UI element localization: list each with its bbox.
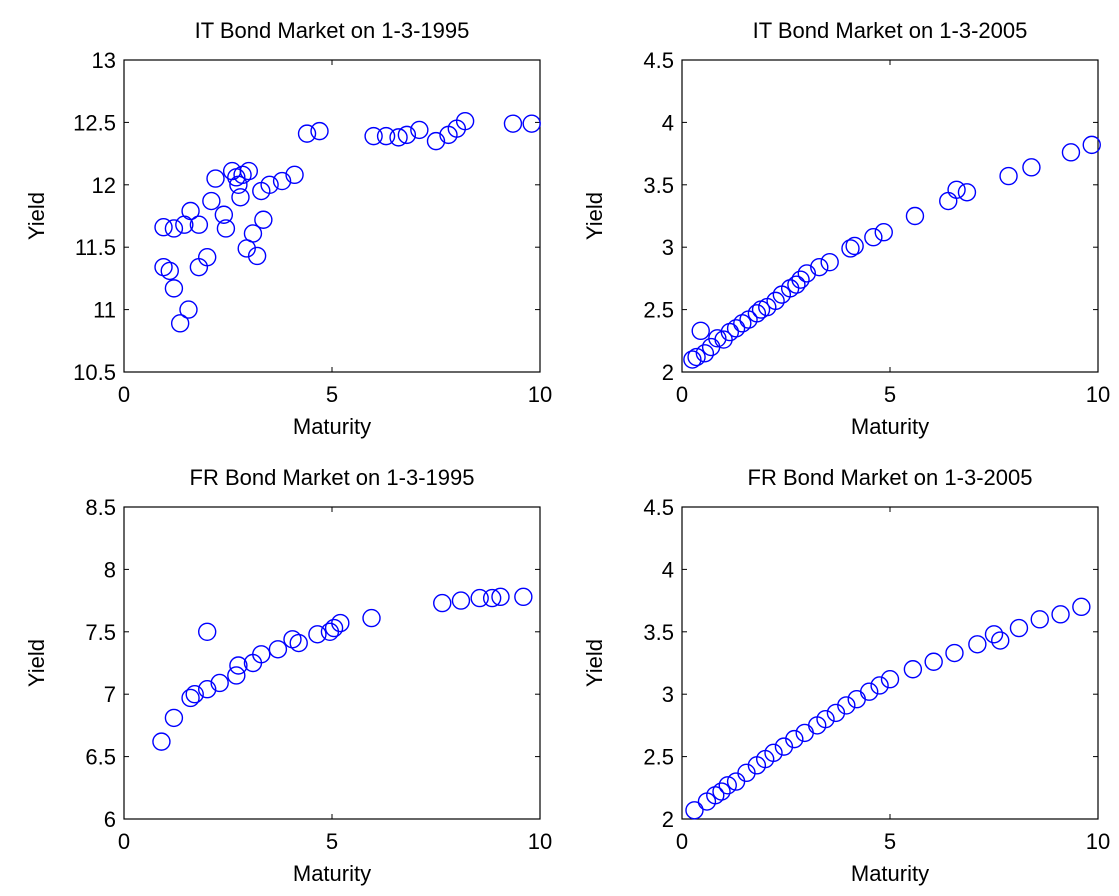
y-tick-label: 12 <box>92 173 116 198</box>
x-axis-label: Maturity <box>851 414 929 439</box>
x-tick-label: 0 <box>676 829 688 854</box>
chart-title: IT Bond Market on 1-3-2005 <box>753 18 1028 43</box>
y-tick-label: 4 <box>662 110 674 135</box>
y-tick-label: 8 <box>104 557 116 582</box>
y-tick-label: 3.5 <box>643 620 674 645</box>
y-tick-label: 2 <box>662 360 674 385</box>
chart-title: IT Bond Market on 1-3-1995 <box>195 18 470 43</box>
x-axis-label: Maturity <box>293 861 371 886</box>
y-tick-label: 12.5 <box>73 110 116 135</box>
x-tick-label: 10 <box>1086 382 1110 407</box>
y-tick-label: 7 <box>104 682 116 707</box>
y-axis-label: Yield <box>24 192 49 240</box>
y-tick-label: 2.5 <box>643 298 674 323</box>
x-tick-label: 5 <box>884 829 896 854</box>
x-tick-label: 0 <box>118 829 130 854</box>
chart-title: FR Bond Market on 1-3-1995 <box>190 465 475 490</box>
y-tick-label: 7.5 <box>85 620 116 645</box>
y-tick-label: 3.5 <box>643 173 674 198</box>
x-tick-label: 10 <box>1086 829 1110 854</box>
chart-title: FR Bond Market on 1-3-2005 <box>748 465 1033 490</box>
y-tick-label: 11.5 <box>75 235 116 260</box>
y-tick-label: 2.5 <box>643 745 674 770</box>
y-tick-label: 8.5 <box>85 495 116 520</box>
x-tick-label: 5 <box>326 382 338 407</box>
y-tick-label: 4 <box>662 557 674 582</box>
y-tick-label: 11 <box>93 298 116 323</box>
y-tick-label: 2 <box>662 807 674 832</box>
y-axis-label: Yield <box>24 639 49 687</box>
y-axis-label: Yield <box>582 639 607 687</box>
y-tick-label: 6.5 <box>85 745 116 770</box>
y-tick-label: 6 <box>104 807 116 832</box>
x-tick-label: 10 <box>528 382 552 407</box>
y-tick-label: 3 <box>662 235 674 260</box>
x-axis-label: Maturity <box>851 861 929 886</box>
y-tick-label: 4.5 <box>643 48 674 73</box>
x-tick-label: 10 <box>528 829 552 854</box>
x-tick-label: 5 <box>884 382 896 407</box>
y-tick-label: 10.5 <box>73 360 116 385</box>
x-axis-label: Maturity <box>293 414 371 439</box>
x-tick-label: 0 <box>118 382 130 407</box>
y-axis-label: Yield <box>582 192 607 240</box>
x-tick-label: 5 <box>326 829 338 854</box>
y-tick-label: 13 <box>92 48 116 73</box>
y-tick-label: 4.5 <box>643 495 674 520</box>
x-tick-label: 0 <box>676 382 688 407</box>
y-tick-label: 3 <box>662 682 674 707</box>
